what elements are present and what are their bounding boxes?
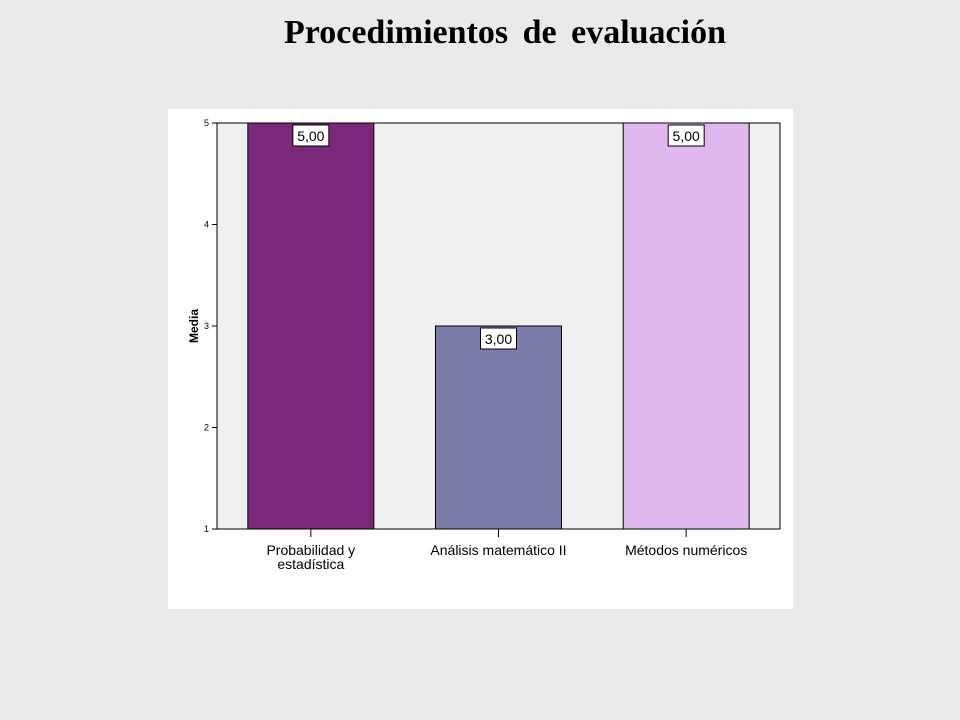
data-label: 3,00 [485,331,512,347]
data-label-box [480,327,517,350]
x-category-label: Métodos numéricos [625,542,747,558]
x-category-label-line: Análisis matemático II [430,542,566,558]
bar [622,122,750,530]
bar-chart: 1 2 3 4 5 Media 5,00 Probabilidad y estadística 3… [187,118,781,572]
x-category-label-line: Métodos numéricos [625,542,747,558]
data-label: 5,00 [297,128,324,144]
data-label-box [667,124,705,147]
y-tick-label: 3 [204,321,209,331]
x-category-label-line: estadística [277,556,344,572]
bar [247,122,375,530]
data-label: 5,00 [673,128,700,144]
bar [435,325,562,530]
chart-panel: 1 2 3 4 5 Media 5,00 Probabilidad y estadística 3… [168,109,793,609]
y-tick-label: 2 [204,423,209,433]
y-tick-label: 5 [204,118,209,128]
x-category-label: Probabilidad y estadística [266,542,355,572]
x-category-label-line: Probabilidad y [266,542,355,558]
y-axis-title: Media [187,309,201,343]
chart-title: Procedimientos de evaluación [284,14,726,51]
x-category-label: Análisis matemático II [430,542,566,558]
data-label-box [292,124,330,147]
y-tick-label: 1 [204,524,209,534]
y-tick-label: 4 [204,220,209,230]
